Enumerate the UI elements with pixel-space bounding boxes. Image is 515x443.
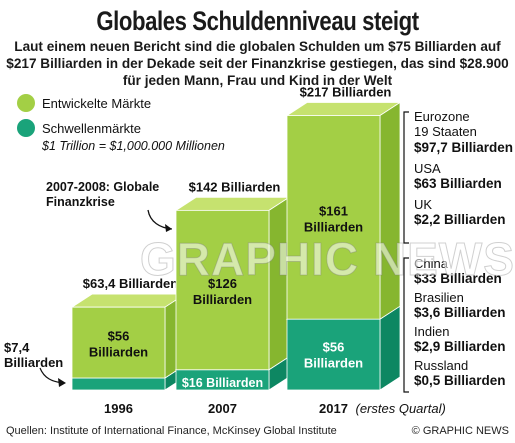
x-axis-labels: 1996 2007 2017 (erstes Quartal)	[104, 401, 446, 416]
breakdown-sub-eurozone: 19 Staaten	[414, 124, 477, 139]
bar-developed-2007-front	[175, 209, 270, 371]
breakdown-value-uk: $2,2 Billiarden	[414, 212, 506, 227]
year-note-2017: (erstes Quartal)	[356, 401, 446, 416]
label-developed-unit-2007: Billiarden	[193, 292, 252, 307]
label-emerging-2017: $56	[323, 340, 345, 355]
breakdown-name-china: China	[414, 256, 449, 271]
label-developed-2017: $161	[319, 203, 348, 218]
legend-swatch-developed	[17, 94, 35, 112]
breakdown-value-indien: $2,9 Billiarden	[414, 339, 506, 354]
breakdown-name-russland: Russland	[414, 358, 468, 373]
breakdown-value-russland: $0,5 Billiarden	[414, 373, 506, 388]
crisis-arrow-head	[165, 224, 172, 232]
label-emerging-1996: $7,4	[4, 340, 30, 355]
bar-developed-2017-side	[379, 101, 401, 320]
year-label-1996: 1996	[104, 401, 133, 416]
crisis-annotation-line1: 2007-2008: Globale	[46, 180, 159, 194]
bar-emerging-2017-front	[286, 318, 381, 391]
legend: Entwickelte Märkte Schwellenmärkte $1 Tr…	[17, 94, 225, 153]
breakdown-value-eurozone: $97,7 Billiarden	[414, 140, 513, 155]
bar-developed-1996-front	[71, 306, 166, 379]
breakdown-name-indien: Indien	[414, 324, 449, 339]
legend-label-emerging: Schwellenmärkte	[42, 121, 141, 136]
label-emerging-unit-1996: Billiarden	[4, 355, 63, 370]
bar-emerging-2017-side	[379, 305, 401, 391]
credit: © GRAPHIC NEWS	[411, 425, 509, 437]
legend-note: $1 Trillion = $1,000.000 Millionen	[41, 139, 225, 153]
label-emerging-2007: $16 Billiarden	[182, 376, 263, 390]
chart-title: Globales Schuldenniveau steigt	[96, 6, 419, 36]
year-label-2007: 2007	[208, 401, 237, 416]
emerging-1996-arrow-head	[58, 378, 66, 387]
label-emerging-unit-2017: Billiarden	[304, 356, 363, 371]
source-note: Quellen: Institute of International Fina…	[6, 425, 337, 437]
bar-developed-2017-front	[286, 115, 381, 320]
label-developed-1996: $56	[108, 329, 130, 344]
crisis-annotation-line2: Finanzkrise	[46, 195, 115, 209]
label-total-2007: $142 Billiarden	[189, 179, 281, 194]
bracket-developed	[403, 111, 409, 244]
breakdown-name-eurozone: Eurozone	[414, 109, 470, 124]
chart-subtitle: Laut einem neuen Bericht sind die global…	[6, 39, 509, 88]
bracket-emerging	[403, 257, 409, 393]
bar-developed-2007-side	[268, 196, 290, 371]
label-total-1996: $63,4 Billiarden	[83, 276, 178, 291]
bar-emerging-1996-front	[71, 377, 166, 391]
breakdown-name-usa: USA	[414, 161, 441, 176]
label-developed-unit-1996: Billiarden	[89, 345, 148, 360]
crisis-annotation: 2007-2008: Globale Finanzkrise	[46, 180, 173, 232]
breakdown-name-uk: UK	[414, 197, 432, 212]
crisis-arrow	[147, 209, 173, 230]
breakdown-value-usa: $63 Billiarden	[414, 176, 502, 191]
year-label-2017: 2017	[319, 401, 348, 416]
breakdown-value-china: $33 Billiarden	[414, 271, 502, 286]
label-developed-2007: $126	[208, 276, 237, 291]
breakdown-name-brasilien: Brasilien	[414, 290, 464, 305]
label-total-2017: $217 Billiarden	[300, 84, 392, 99]
breakdown-value-brasilien: $3,6 Billiarden	[414, 305, 506, 320]
legend-label-developed: Entwickelte Märkte	[42, 96, 151, 111]
legend-swatch-emerging	[17, 119, 35, 137]
label-developed-unit-2017: Billiarden	[304, 219, 363, 234]
